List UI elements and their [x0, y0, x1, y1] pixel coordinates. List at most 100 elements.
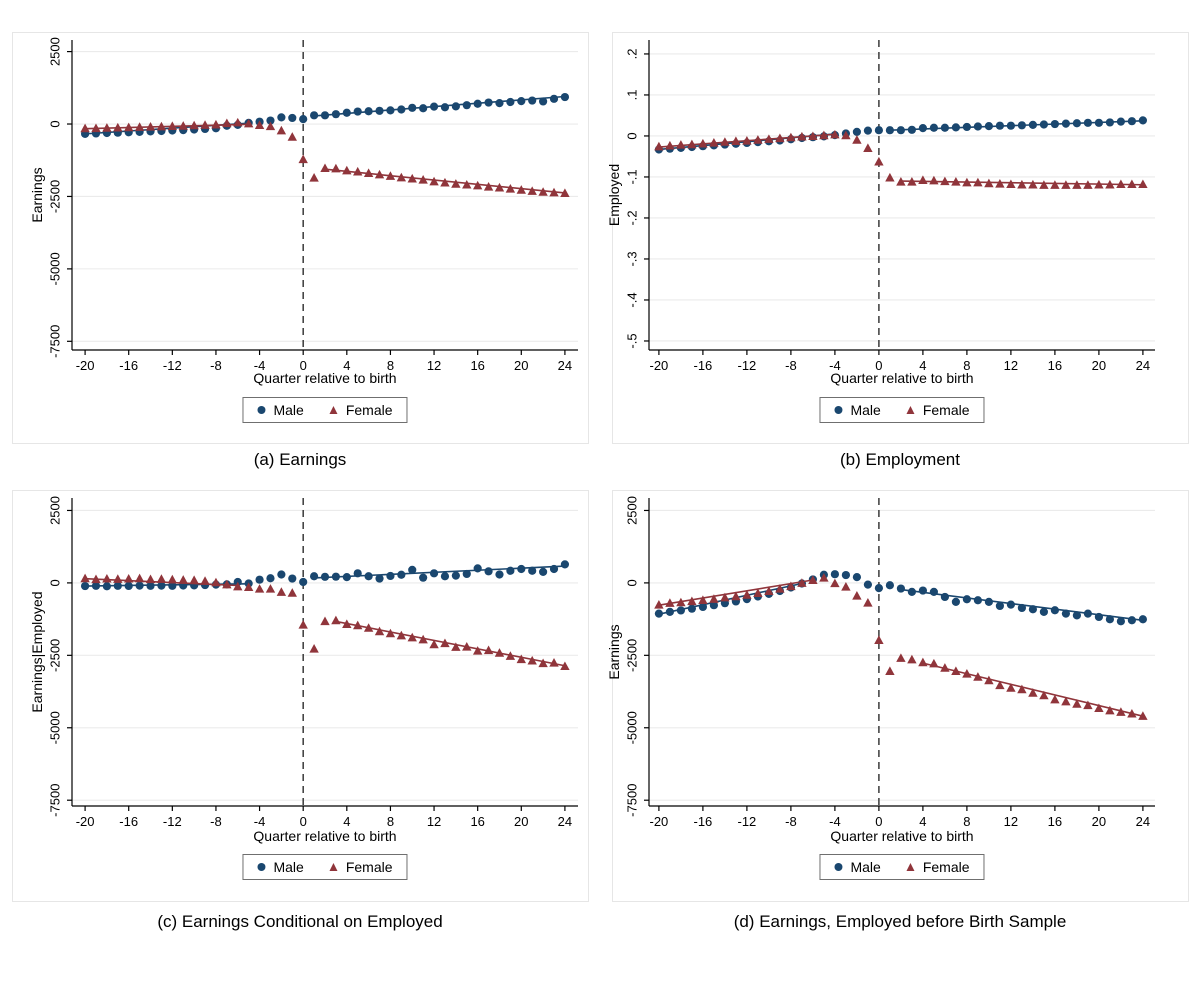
gridlines — [649, 53, 1155, 342]
svg-text:-.2: -.2 — [624, 210, 639, 225]
panel-a-male-series — [80, 92, 570, 138]
svg-text:-4: -4 — [254, 814, 266, 829]
svg-text:24: 24 — [558, 814, 572, 829]
gridlines — [72, 509, 578, 801]
panel-a-y-axis-title: Earnings — [29, 167, 45, 223]
svg-text:0: 0 — [300, 358, 307, 373]
svg-text:-2500: -2500 — [624, 639, 639, 672]
svg-text:0: 0 — [47, 120, 62, 127]
svg-text:8: 8 — [387, 358, 394, 373]
svg-text:0: 0 — [47, 579, 62, 586]
svg-text:2500: 2500 — [47, 37, 62, 66]
svg-text:-8: -8 — [785, 358, 797, 373]
svg-text:-20: -20 — [76, 814, 95, 829]
legend-label-female: Female — [922, 402, 970, 418]
svg-text:4: 4 — [343, 814, 350, 829]
panel-border — [12, 490, 589, 902]
panel-d: 2500 0 -2500 -5000 -7500 -20 -16 -12 -8 -4 0 4 8 12 16… — [612, 490, 1189, 902]
legend-label-female: Female — [922, 859, 970, 875]
tick-marks-and-labels: 2500 0 -2500 -5000 -7500 -20 -16 -12 -8 -4 0 4 8 12 16… — [624, 496, 1150, 829]
svg-text:8: 8 — [963, 814, 970, 829]
panel-a-x-axis-title: Quarter relative to birth — [253, 370, 397, 386]
svg-text:2500: 2500 — [624, 496, 639, 525]
panel-a-female-series — [80, 117, 570, 197]
svg-text:2500: 2500 — [47, 496, 62, 525]
svg-text:0: 0 — [624, 132, 639, 139]
svg-text:-12: -12 — [738, 358, 757, 373]
svg-text:16: 16 — [1048, 814, 1062, 829]
svg-text:24: 24 — [1136, 358, 1150, 373]
svg-text:-5000: -5000 — [624, 711, 639, 744]
panel-c-x-axis-title: Quarter relative to birth — [253, 828, 397, 844]
svg-text:.2: .2 — [624, 49, 639, 60]
svg-text:-16: -16 — [119, 358, 138, 373]
panel-a-legend: Male Female — [242, 397, 408, 423]
panel-b-legend: Male Female — [819, 397, 985, 423]
svg-text:-2500: -2500 — [47, 639, 62, 672]
svg-text:4: 4 — [919, 814, 926, 829]
svg-text:0: 0 — [875, 358, 882, 373]
svg-text:-8: -8 — [210, 814, 222, 829]
svg-text:24: 24 — [558, 358, 572, 373]
svg-text:12: 12 — [427, 814, 441, 829]
svg-text:-16: -16 — [694, 814, 713, 829]
legend-label-female: Female — [345, 402, 393, 418]
panel-c-female-series — [80, 573, 570, 671]
svg-text:-20: -20 — [76, 358, 95, 373]
svg-text:12: 12 — [1004, 814, 1018, 829]
svg-text:-.3: -.3 — [624, 251, 639, 266]
svg-text:8: 8 — [387, 814, 394, 829]
svg-text:-12: -12 — [163, 358, 182, 373]
panel-border — [12, 32, 589, 444]
legend-label-male: Male — [273, 402, 304, 418]
legend-label-female: Female — [345, 859, 393, 875]
svg-text:-20: -20 — [650, 358, 669, 373]
svg-text:0: 0 — [875, 814, 882, 829]
panel-b-male-series — [654, 116, 1147, 154]
panel-d-x-axis-title: Quarter relative to birth — [830, 828, 974, 844]
female-marker-icon — [329, 863, 338, 871]
svg-text:16: 16 — [470, 358, 484, 373]
svg-text:-5000: -5000 — [47, 711, 62, 744]
panel-c-male-series — [80, 560, 570, 591]
panel-c-y-axis-title: Earnings|Employed — [29, 591, 45, 713]
female-marker-icon — [329, 406, 338, 414]
svg-text:-4: -4 — [254, 358, 266, 373]
panel-b-caption: (b) Employment — [840, 450, 960, 469]
tick-marks-and-labels: 2500 0 -2500 -5000 -7500 -20 -16 -12 -8 -4 0 4 8 12 16… — [47, 37, 572, 373]
svg-text:20: 20 — [1092, 814, 1106, 829]
gridlines — [649, 509, 1155, 801]
svg-text:-7500: -7500 — [624, 784, 639, 817]
panel-c: 2500 0 -2500 -5000 -7500 -20 -16 -12 -8 -4 0 4 8 12 16… — [12, 490, 589, 902]
svg-text:.1: .1 — [624, 90, 639, 101]
svg-text:12: 12 — [427, 358, 441, 373]
svg-text:20: 20 — [514, 358, 528, 373]
male-marker-icon — [257, 406, 266, 414]
panel-b-x-axis-title: Quarter relative to birth — [830, 370, 974, 386]
male-marker-icon — [834, 863, 843, 871]
svg-text:-7500: -7500 — [47, 325, 62, 358]
tick-marks-and-labels: .2 .1 0 -.1 -.2 -.3 -.4 -.5 -20 -16 -12 -8 -4 0 4 8 12 16… — [624, 49, 1150, 373]
svg-text:-7500: -7500 — [47, 784, 62, 817]
svg-text:-16: -16 — [694, 358, 713, 373]
svg-text:24: 24 — [1136, 814, 1150, 829]
panel-b-y-axis-title: Employed — [606, 163, 622, 227]
svg-text:-4: -4 — [829, 358, 841, 373]
panel-c-legend: Male Female — [242, 854, 408, 880]
legend-label-male: Male — [850, 859, 881, 875]
panel-border — [612, 32, 1189, 444]
panel-c-caption: (c) Earnings Conditional on Employed — [157, 912, 443, 931]
female-marker-icon — [906, 406, 915, 414]
svg-text:16: 16 — [470, 814, 484, 829]
panel-d-female-series — [654, 573, 1148, 720]
svg-text:16: 16 — [1048, 358, 1062, 373]
svg-text:0: 0 — [300, 814, 307, 829]
legend-label-male: Male — [273, 859, 304, 875]
svg-text:-16: -16 — [119, 814, 138, 829]
svg-text:-12: -12 — [163, 814, 182, 829]
svg-text:20: 20 — [1092, 358, 1106, 373]
svg-text:0: 0 — [624, 579, 639, 586]
svg-text:8: 8 — [963, 358, 970, 373]
panel-b: .2 .1 0 -.1 -.2 -.3 -.4 -.5 -20 -16 -12 -8 -4 0 4 8 12 16… — [612, 32, 1189, 444]
